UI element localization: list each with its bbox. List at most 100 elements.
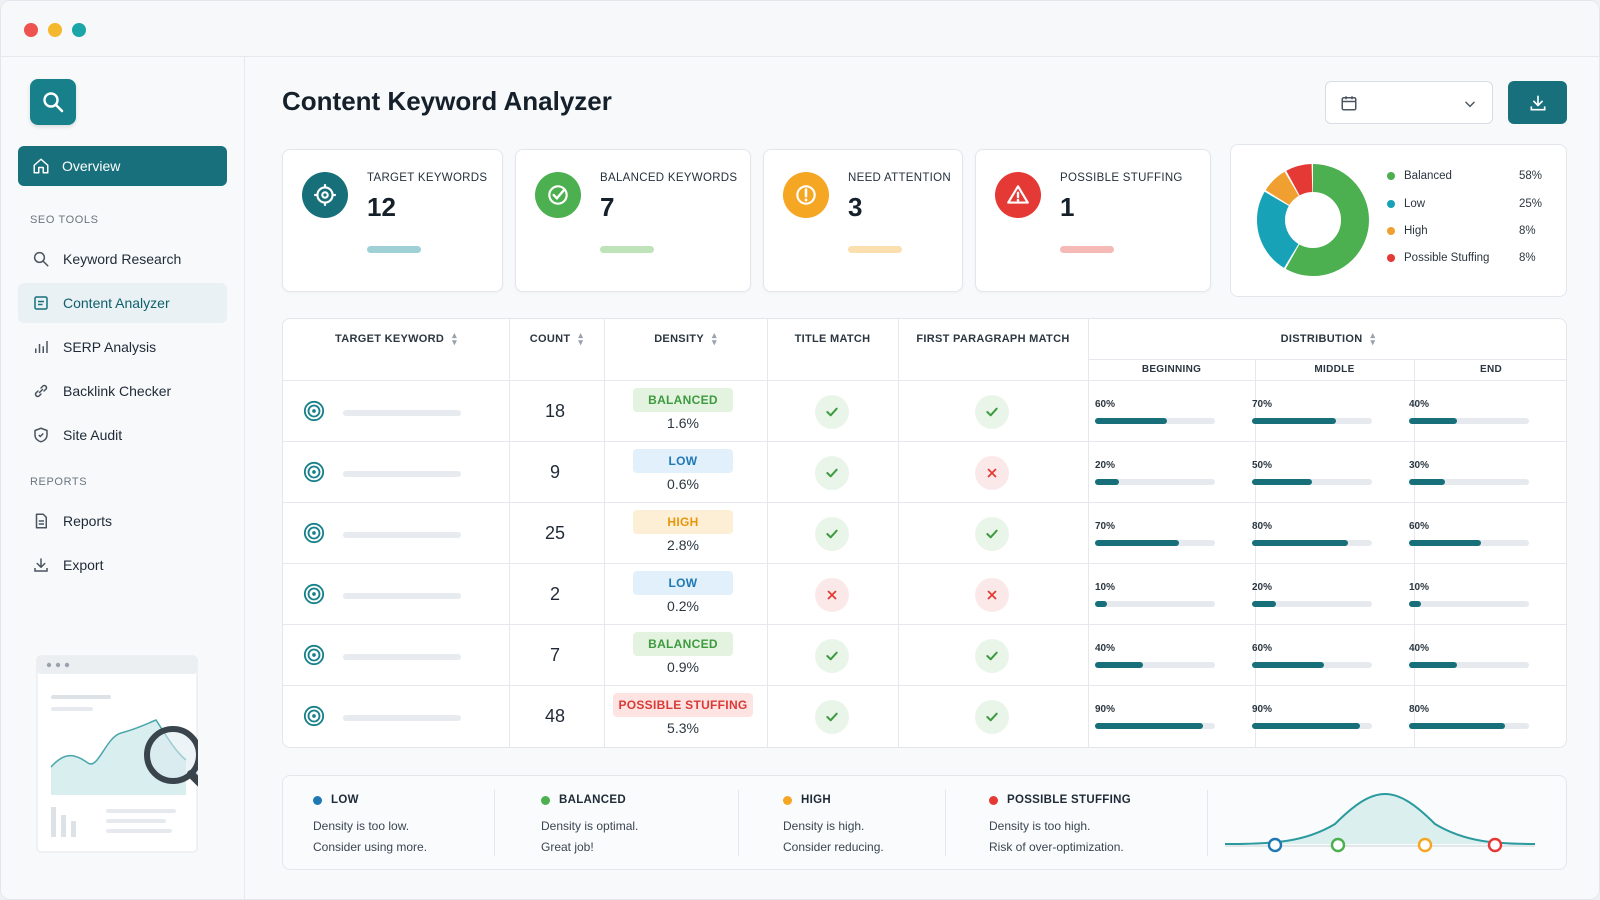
distribution-middle-pct: 60% (1252, 643, 1273, 654)
sidebar-item-reports[interactable]: Reports (18, 501, 227, 541)
search-icon (43, 92, 64, 113)
table-row[interactable]: 2 LOW 0.2% 10% 20% 10% (283, 564, 1566, 625)
section-label-reports: REPORTS (30, 476, 88, 488)
table-row[interactable]: 48 POSSIBLE STUFFING 5.3% 90% 90% 80% (283, 686, 1566, 747)
app-logo[interactable] (30, 79, 76, 125)
donut-slice-balanced (1257, 164, 1369, 276)
table-row[interactable]: 25 HIGH 2.8% 70% 80% 60% (283, 503, 1566, 564)
column-header-label: FIRST PARAGRAPH MATCH (916, 333, 1070, 345)
sidebar-item-keyword-research[interactable]: Keyword Research (18, 239, 227, 279)
donut-chart (1257, 164, 1369, 276)
distribution-middle-bar (1252, 418, 1372, 424)
title-bar (1, 1, 1599, 57)
shield-icon (34, 427, 48, 443)
column-header-label: COUNT (529, 333, 571, 345)
distribution-end-bar (1409, 723, 1529, 729)
distribution-middle-bar (1252, 540, 1372, 546)
minimize-window-button[interactable] (48, 23, 62, 37)
density-value: 1.6% (667, 415, 699, 431)
legend-title: BALANCED (559, 794, 626, 806)
table-row[interactable]: 7 BALANCED 0.9% 40% 60% 40% (283, 625, 1566, 686)
title-match-check-icon (815, 456, 849, 490)
target-icon (302, 172, 348, 218)
analytics-illustration (36, 655, 198, 853)
stat-card-possible-stuffing: POSSIBLE STUFFING 1 (975, 149, 1211, 292)
density-badge: LOW (633, 449, 733, 473)
download-icon (34, 558, 48, 572)
distribution-middle-bar (1252, 479, 1372, 485)
distribution-end-pct: 10% (1409, 582, 1430, 593)
column-header-label: DISTRIBUTION (1280, 333, 1363, 345)
keyword-count: 48 (544, 706, 566, 726)
sort-icon: ▴ ▾ (711, 330, 717, 347)
paragraph-match-check-icon (975, 700, 1009, 734)
legend-balanced: BALANCED Density is optimal. Great job! (541, 794, 638, 858)
maximize-window-button[interactable] (72, 23, 86, 37)
density-badge: POSSIBLE STUFFING (613, 693, 753, 717)
density-badge: HIGH (633, 510, 733, 534)
bar-chart-icon (35, 341, 48, 353)
download-button[interactable] (1508, 81, 1567, 124)
close-window-button[interactable] (24, 23, 38, 37)
date-range-select[interactable] (1325, 81, 1493, 124)
distribution-middle-pct: 80% (1252, 521, 1273, 532)
stat-label: BALANCED KEYWORDS (600, 172, 738, 184)
distribution-middle-bar (1252, 601, 1372, 607)
distribution-begin-bar (1095, 662, 1215, 668)
sidebar-item-export[interactable]: Export (18, 545, 227, 585)
distribution-end-bar (1409, 601, 1529, 607)
paragraph-match-check-icon (975, 395, 1009, 429)
legend-item-possible-stuffing: Possible Stuffing (1387, 252, 1489, 264)
sidebar-item-content-analyzer[interactable]: Content Analyzer (18, 283, 227, 323)
column-header-count[interactable]: COUNT ▴ ▾ (509, 319, 604, 359)
keyword-count: 2 (549, 584, 560, 604)
keyword-placeholder (343, 715, 461, 721)
stat-value: 12 (367, 192, 396, 222)
column-header-keyword[interactable]: TARGET KEYWORD ▴ ▾ (283, 319, 509, 359)
column-header-title-match[interactable]: TITLE MATCH (767, 319, 898, 359)
sidebar-item-label: Export (63, 557, 104, 573)
legend-item-high: High (1387, 225, 1428, 237)
distribution-begin-pct: 10% (1095, 582, 1116, 593)
sidebar-item-site-audit[interactable]: Site Audit (18, 415, 227, 455)
stat-value: 1 (1060, 192, 1075, 222)
legend-label: Possible Stuffing (1404, 252, 1490, 264)
stat-accent-bar (600, 246, 654, 253)
target-icon (303, 400, 325, 427)
legend-possible-stuffing: POSSIBLE STUFFING Density is too high. Ri… (989, 794, 1131, 858)
column-header-density[interactable]: DENSITY ▴ ▾ (604, 319, 767, 359)
distribution-begin-bar (1095, 540, 1215, 546)
document-icon (34, 296, 48, 310)
sidebar-item-label: Overview (62, 158, 121, 174)
sidebar-item-serp-analysis[interactable]: SERP Analysis (18, 327, 227, 367)
page-title: Content Keyword Analyzer (282, 86, 612, 116)
density-badge: LOW (633, 571, 733, 595)
distribution-end-bar (1409, 479, 1529, 485)
distribution-begin-pct: 40% (1095, 643, 1116, 654)
sort-icon: ▴ ▾ (578, 330, 584, 347)
sidebar-item-overview[interactable]: Overview (18, 146, 227, 186)
keyword-placeholder (343, 593, 461, 599)
density-badge: BALANCED (633, 632, 733, 656)
table-row[interactable]: 9 LOW 0.6% 20% 50% 30% (283, 442, 1566, 503)
legend-title: POSSIBLE STUFFING (1007, 794, 1131, 806)
sidebar-item-backlink-checker[interactable]: Backlink Checker (18, 371, 227, 411)
column-header-first-paragraph[interactable]: FIRST PARAGRAPH MATCH (898, 319, 1088, 359)
link-icon (34, 384, 48, 398)
target-icon (303, 522, 325, 549)
distribution-donut-card: Balanced 58% Low 25% High 8% Possible St… (1230, 144, 1567, 297)
table-row[interactable]: 18 BALANCED 1.6% 60% 70% 40% (283, 381, 1566, 442)
legend-title: LOW (331, 794, 359, 806)
legend-pct: 58% (1519, 170, 1543, 182)
paragraph-match-cross-icon (975, 578, 1009, 612)
legend-pct: 8% (1519, 252, 1536, 264)
column-header-distribution[interactable]: DISTRIBUTION ▴ ▾ (1088, 319, 1566, 359)
distribution-end-bar (1409, 418, 1529, 424)
stat-label: TARGET KEYWORDS (367, 172, 488, 184)
keyword-placeholder (343, 471, 461, 477)
legend-pct: 25% (1519, 198, 1543, 210)
distribution-end-pct: 60% (1409, 521, 1430, 532)
subheader-beginning: BEGINNING (1141, 364, 1202, 375)
distribution-middle-pct: 20% (1252, 582, 1273, 593)
